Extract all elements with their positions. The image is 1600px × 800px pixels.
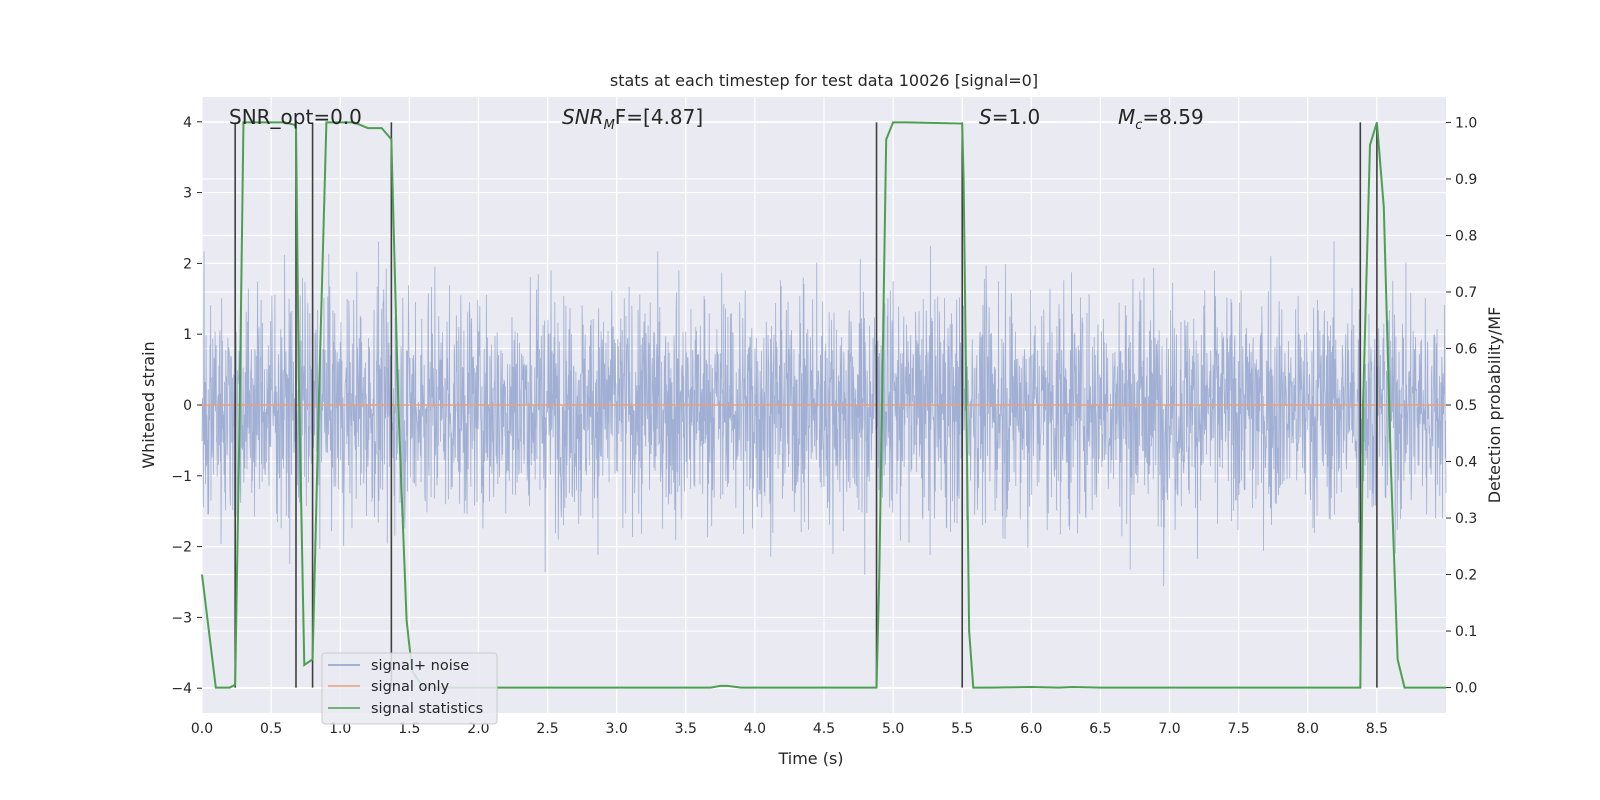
annotation-mc: Mc=8.59 — [1118, 105, 1204, 133]
x-tick-label: 4.0 — [744, 721, 766, 737]
legend-box — [321, 652, 498, 725]
x-tick-label: 4.5 — [813, 721, 835, 737]
y-tick-label-right: 0.9 — [1455, 172, 1477, 188]
legend-label-signal-only: signal only — [371, 679, 450, 695]
y-tick-label-left: 4 — [183, 115, 192, 131]
x-tick-label: 8.5 — [1366, 721, 1388, 737]
x-tick-label: 5.0 — [882, 721, 904, 737]
y-tick-label-right: 1.0 — [1455, 115, 1477, 131]
y-tick-label-right: 0.8 — [1455, 228, 1477, 244]
x-tick-label: 0.0 — [191, 721, 213, 737]
y-tick-label-right: 0.3 — [1455, 511, 1477, 527]
y-axis-label-left: Whitened strain — [139, 341, 158, 468]
x-tick-label: 0.5 — [260, 721, 282, 737]
x-tick-label: 7.5 — [1228, 721, 1250, 737]
x-axis-label: Time (s) — [777, 749, 843, 768]
axes: 0.0 0.5 1.0 1.5 2.0 2.5 3.0 3.5 4.0 4.5 5.0 5.5 6.0 6… — [171, 115, 1477, 737]
y-tick-label-left: −4 — [171, 681, 192, 697]
x-tick-label: 8.0 — [1297, 721, 1319, 737]
vertical-markers — [234, 122, 1378, 688]
y-tick-label-left: −1 — [171, 469, 192, 485]
x-tick-label: 2.0 — [467, 721, 489, 737]
y-tick-label-right: 0.0 — [1455, 681, 1477, 697]
x-tick-label: 3.0 — [606, 721, 628, 737]
y-tick-label-left: 1 — [183, 327, 192, 343]
y-tick-label-right: 0.2 — [1455, 568, 1477, 584]
y-tick-label-left: 3 — [183, 186, 192, 202]
x-tick-label: 3.5 — [675, 721, 697, 737]
y-tick-label-right: 0.7 — [1455, 285, 1477, 301]
annotation-s: S=1.0 — [979, 105, 1040, 129]
y-tick-label-right: 0.6 — [1455, 341, 1477, 357]
x-tick-label: 1.5 — [398, 721, 420, 737]
annotation-snr-mf: SNRMF=[4.87] — [562, 105, 703, 133]
x-tick-label: 6.0 — [1020, 721, 1042, 737]
y-tick-label-right: 0.5 — [1455, 398, 1477, 414]
legend-label-signal-plus-noise: signal+ noise — [371, 658, 469, 674]
y-tick-label-right: 0.4 — [1455, 455, 1477, 471]
x-tick-label: 6.5 — [1089, 721, 1111, 737]
x-tick-label: 7.0 — [1158, 721, 1180, 737]
series-signal-plus-noise — [201, 241, 1447, 587]
y-axis-label-right: Detection probability/MF — [1485, 307, 1504, 504]
chart-title: stats at each timestep for test data 100… — [610, 71, 1038, 90]
legend-label-signal-statistics: signal statistics — [371, 701, 483, 717]
legend: signal+ noise signal only signal statist… — [321, 652, 498, 725]
y-tick-label-left: 2 — [183, 256, 192, 272]
noise-line — [201, 241, 1447, 587]
statistics-line — [201, 121, 1446, 689]
x-tick-label: 2.5 — [536, 721, 558, 737]
y-tick-label-left: −2 — [171, 540, 192, 556]
annotation-snr-opt: SNR_opt=0.0 — [229, 105, 362, 129]
y-tick-label-left: −3 — [171, 610, 192, 626]
series-signal-statistics — [201, 121, 1446, 689]
x-tick-label: 1.0 — [329, 721, 351, 737]
x-tick-label: 5.5 — [951, 721, 973, 737]
y-tick-label-right: 0.1 — [1455, 624, 1477, 640]
y-tick-label-left: 0 — [183, 398, 192, 414]
